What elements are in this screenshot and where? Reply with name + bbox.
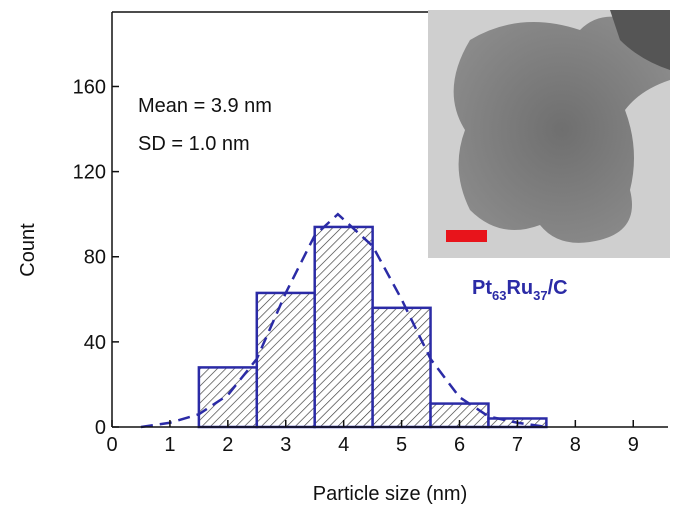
label-part: 63 <box>492 288 506 303</box>
label-part: Ru <box>506 277 533 299</box>
x-tick-label: 1 <box>164 434 175 456</box>
bar <box>197 366 259 429</box>
label-part: /C <box>548 277 568 299</box>
x-tick-label: 5 <box>396 434 407 456</box>
y-tick-label: 40 <box>84 332 106 354</box>
bar <box>371 306 432 429</box>
y-tick-label: 160 <box>73 76 106 98</box>
inset-image <box>428 10 670 258</box>
x-tick-label: 2 <box>222 434 233 456</box>
label-part: 37 <box>533 288 547 303</box>
label-part: Pt <box>472 277 492 299</box>
x-tick-label: 8 <box>570 434 581 456</box>
x-tick-label: 3 <box>280 434 291 456</box>
y-tick-label: 80 <box>84 247 106 269</box>
bar <box>255 291 316 429</box>
y-tick-label: 120 <box>73 162 106 184</box>
bar <box>313 225 374 429</box>
x-tick-label: 0 <box>106 434 117 456</box>
x-tick-label: 7 <box>512 434 523 456</box>
x-tick-label: 9 <box>628 434 639 456</box>
annotation: SD = 1.0 nm <box>138 133 250 155</box>
annotation: Mean = 3.9 nm <box>138 95 272 117</box>
y-tick-label: 0 <box>95 417 106 439</box>
plot-area: 0 1 2 3 4 5 6 7 8 9 0 40 80 120 160 <box>73 11 668 456</box>
x-tick-label: 4 <box>338 434 349 456</box>
sample-label: Pt63Ru37/C <box>472 277 568 303</box>
y-axis-label: Count <box>17 223 39 277</box>
x-tick-label: 6 <box>454 434 465 456</box>
x-axis-label: Particle size (nm) <box>313 483 467 505</box>
fit-curve <box>140 212 547 429</box>
